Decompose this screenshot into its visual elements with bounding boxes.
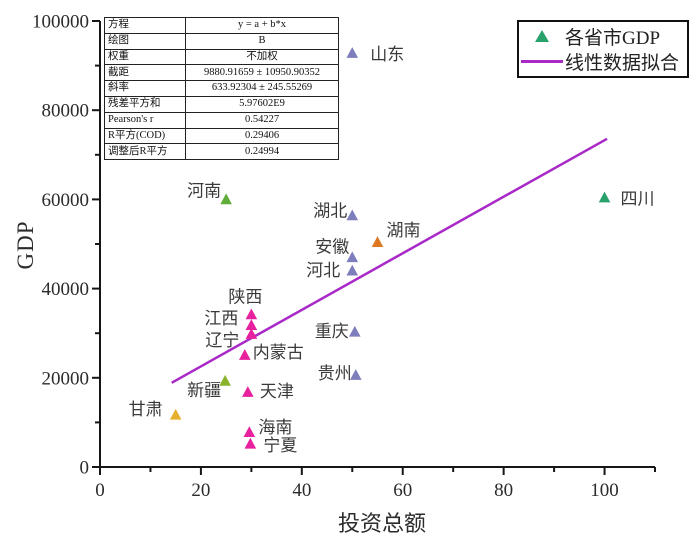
stats-value: 9880.91659 ± 10950.90352 (185, 64, 339, 82)
y-axis-title: GDP (13, 220, 38, 270)
point-tianjin (242, 386, 254, 397)
legend-scatter-label: 各省市GDP (565, 27, 661, 49)
stats-value: 0.29406 (185, 127, 339, 145)
legend-line-label: 线性数据拟合 (565, 53, 680, 75)
point-label-shaanxi: 陕西 (228, 287, 262, 306)
point-hebei (346, 264, 359, 276)
point-shandong (346, 47, 359, 58)
point-henan (220, 193, 232, 205)
legend-scatter-entry: 各省市GDP (519, 24, 687, 49)
y-tick-label: 20000 (42, 368, 90, 389)
stats-label: R平方(COD) (104, 127, 186, 145)
stats-row: Pearson's r 0.54227 (104, 111, 339, 129)
stats-row: 斜率 633.92304 ± 245.55269 (104, 80, 339, 97)
point-label-hebei: 河北 (306, 261, 340, 280)
point-label-hunan: 湖南 (387, 221, 421, 240)
point-hainan (243, 426, 256, 438)
triangle-marker-icon (535, 30, 549, 43)
point-label-shandong: 山东 (370, 45, 404, 64)
point-anhui (346, 251, 359, 263)
stats-value: 0.24994 (185, 143, 339, 161)
point-label-hubei: 湖北 (313, 201, 347, 220)
point-label-ningxia: 宁夏 (263, 436, 297, 455)
point-label-anhui: 安徽 (315, 237, 349, 256)
stats-value: 5.97602E9 (185, 95, 339, 113)
y-tick-label: 100000 (32, 12, 89, 33)
point-neimenggu (239, 349, 251, 360)
y-tick-label: 80000 (42, 101, 90, 122)
point-label-jiangxi: 江西 (204, 309, 238, 328)
legend-line-swatch (519, 60, 565, 64)
point-liaoning (245, 328, 258, 339)
legend-line-entry: 线性数据拟合 (519, 49, 687, 74)
point-xinjiang (219, 374, 231, 386)
point-label-neimenggu: 内蒙古 (253, 343, 304, 362)
linear-fit-line (171, 137, 608, 384)
point-shaanxi (245, 308, 258, 320)
y-tick-label: 0 (80, 458, 90, 479)
legend-scatter-swatch (519, 29, 565, 43)
point-label-xinjiang: 新疆 (187, 381, 221, 400)
point-label-henan: 河南 (187, 181, 221, 200)
stats-row: 截距 9880.91659 ± 10950.90352 (104, 64, 339, 82)
stats-label: 斜率 (104, 80, 186, 97)
point-label-guizhou: 贵州 (318, 364, 352, 383)
point-label-tianjin: 天津 (260, 382, 294, 401)
stats-row: 权重 不加权 (104, 48, 339, 66)
stats-row: 残差平方和 5.97602E9 (104, 95, 339, 113)
point-jiangxi (245, 319, 258, 330)
y-tick-label: 40000 (42, 279, 90, 300)
point-ningxia (244, 437, 257, 449)
stats-label: 截距 (104, 64, 186, 82)
x-tick-label: 0 (95, 480, 105, 501)
stats-value: 633.92304 ± 245.55269 (185, 80, 339, 97)
point-label-gansu: 甘肃 (129, 400, 163, 419)
x-axis-title: 投资总额 (337, 511, 427, 536)
stats-value: 0.54227 (185, 111, 339, 129)
point-hunan (371, 236, 384, 248)
stats-label: 方程 (104, 17, 186, 34)
stats-label: Pearson's r (104, 111, 186, 129)
x-tick-label: 40 (292, 480, 311, 501)
stats-row: R平方(COD) 0.29406 (104, 127, 339, 145)
point-chongqing (348, 325, 361, 337)
legend: 各省市GDP 线性数据拟合 (517, 20, 689, 78)
point-hubei (346, 209, 359, 221)
stats-label: 绘图 (104, 32, 186, 50)
fit-stats-table: 方程 y = a + b*x 绘图 B 权重 不加权 截距 9880.91659 ± 1… (104, 17, 339, 161)
stats-value: B (185, 32, 339, 50)
stats-value: y = a + b*x (185, 17, 339, 34)
point-sichuan (598, 191, 611, 203)
fit-line-icon (521, 60, 563, 64)
y-tick-label: 60000 (42, 190, 90, 211)
stats-row: 调整后R平方 0.24994 (104, 143, 339, 161)
point-guizhou (350, 369, 362, 380)
point-label-sichuan: 四川 (621, 190, 655, 209)
point-label-chongqing: 重庆 (315, 322, 349, 341)
point-gansu (169, 408, 182, 420)
x-tick-label: 100 (590, 480, 619, 501)
point-label-hainan: 海南 (258, 418, 292, 437)
x-tick-label: 20 (191, 480, 210, 501)
x-tick-label: 60 (393, 480, 412, 501)
stats-label: 调整后R平方 (104, 143, 186, 161)
stats-value: 不加权 (185, 48, 339, 66)
stats-row: 方程 y = a + b*x (104, 17, 339, 34)
stats-label: 权重 (104, 48, 186, 66)
point-label-liaoning: 辽宁 (205, 331, 239, 350)
stats-label: 残差平方和 (104, 95, 186, 113)
stats-row: 绘图 B (104, 32, 339, 50)
x-tick-label: 80 (494, 480, 513, 501)
